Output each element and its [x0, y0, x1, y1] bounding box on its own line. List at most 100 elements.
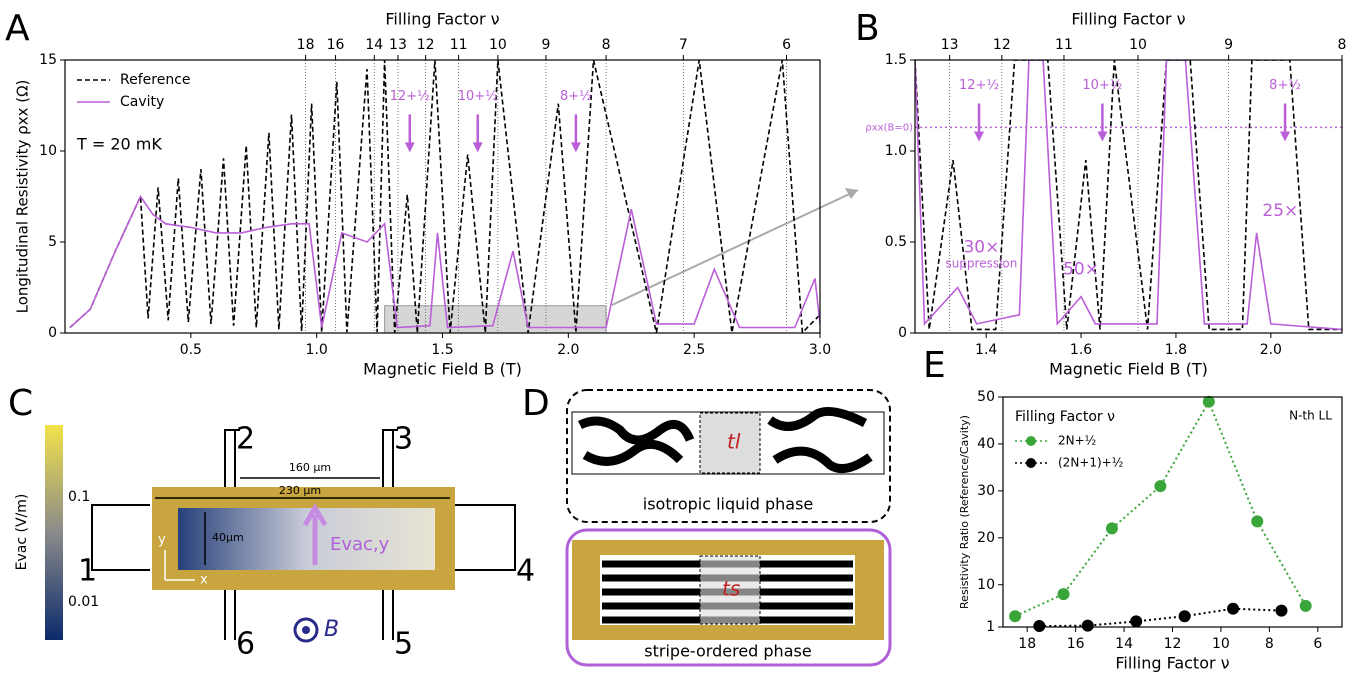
frame: [914, 59, 1343, 334]
x-tick-label: 1.5: [431, 342, 453, 358]
x-tick-label: 12: [1164, 636, 1182, 652]
x-tick-label: 2.5: [683, 342, 705, 358]
x2-tick-label: 10: [489, 37, 507, 53]
y-tick-label: 0: [898, 325, 907, 341]
dimension-lines: [155, 477, 450, 565]
x-tick-label: 1.4: [975, 342, 997, 358]
reference-label: ρxx(B=0): [865, 122, 913, 133]
x2-axis-label: Filling Factor ν: [385, 10, 499, 29]
x-tick-label: 1.6: [1070, 342, 1092, 358]
axis-label: x: [200, 573, 208, 588]
b-symbol: [302, 626, 310, 634]
point: [1154, 480, 1167, 493]
region: [699, 555, 761, 625]
legend-label: Reference: [120, 72, 191, 88]
x2-tick-label: 18: [297, 37, 315, 53]
x-tick-label: 0.5: [180, 342, 202, 358]
x-tick-label: 10: [1212, 636, 1230, 652]
x-tick-label: 8: [1265, 636, 1274, 652]
x-tick-label: 6: [1313, 636, 1322, 652]
x-axis-label: Filling Factor ν: [1115, 654, 1229, 673]
b-label: B: [324, 617, 339, 642]
dimension: 160 µm: [289, 461, 331, 474]
y-tick-label: 40: [977, 436, 995, 452]
x2-tick-label: 11: [450, 37, 468, 53]
x2-tick-label: 8: [602, 37, 611, 53]
x2-tick-label: 12: [993, 37, 1011, 53]
x2-tick-label: 13: [389, 37, 407, 53]
annotation: 10+½: [458, 89, 498, 104]
liquid-box: [566, 389, 891, 523]
y-tick-label: 5: [48, 234, 57, 250]
x-tick-label: 1.8: [1165, 342, 1187, 358]
annotation: 50×: [1063, 259, 1099, 279]
panel-label: D: [522, 383, 550, 424]
x2-tick-label: 14: [365, 37, 383, 53]
legend-label: 2N+½: [1058, 434, 1096, 448]
panel-label: C: [8, 383, 33, 424]
contact-label: 6: [236, 627, 255, 662]
x2-tick-label: 10: [1129, 37, 1147, 53]
y-tick-label: 10: [977, 577, 995, 593]
colorbar-label: Evac (V/m): [14, 494, 30, 571]
dimension: 230 µm: [279, 484, 321, 497]
point: [1178, 610, 1191, 623]
plot-area: [915, 60, 1342, 333]
annotation: 10+½: [1082, 78, 1122, 93]
highlight: [384, 305, 607, 333]
series-line: [1039, 607, 1282, 627]
annotation: 8+½: [1269, 78, 1301, 93]
annotation-arrowhead: [570, 142, 581, 153]
legend-label: (2N+1)+½: [1058, 456, 1123, 470]
point: [1009, 610, 1022, 623]
note: T = 20 mK: [76, 135, 162, 154]
point: [1227, 602, 1240, 615]
series-line: [69, 194, 820, 329]
point: [1275, 604, 1288, 617]
zoom-arrow-head: [845, 188, 858, 199]
x2-tick-label: 16: [327, 37, 345, 53]
annotation: 12+½: [959, 78, 999, 93]
annotation-arrowhead: [472, 142, 483, 153]
colorbar-tick: 0.1: [68, 489, 90, 505]
contact-label: 4: [516, 554, 535, 589]
y-axis-label: Longitudinal Resistivity ρxx (Ω): [14, 80, 32, 314]
series-line: [915, 60, 1342, 331]
panel-label: B: [855, 8, 880, 49]
y-tick-label: 1.5: [885, 52, 907, 68]
contacts: [91, 429, 516, 640]
panel-c: C 0.1 0.01 Evac (V/m) 1 2 3 4 5 6 160 µm…: [8, 383, 535, 662]
x2-tick-label: 13: [941, 37, 959, 53]
annotation: suppression: [945, 256, 1017, 270]
x2-tick-label: 11: [1055, 37, 1073, 53]
point: [1299, 599, 1312, 612]
x-axis-label: Magnetic Field B (T): [363, 360, 522, 379]
annotation: 30×: [963, 237, 999, 257]
point: [1130, 615, 1143, 628]
x-tick-label: 3.0: [809, 342, 831, 358]
x-tick-label: 2.0: [1260, 342, 1282, 358]
legend-label: Cavity: [120, 94, 164, 110]
x-tick-label: 18: [1018, 636, 1036, 652]
x2-tick-label: 9: [1224, 37, 1233, 53]
y-tick-label: 10: [39, 143, 57, 159]
colorbar-tick: 0.01: [68, 594, 99, 610]
panel-label: E: [923, 345, 946, 386]
point: [1202, 395, 1215, 408]
point: [1251, 515, 1264, 528]
y-axis-label: Resistivity Ratio (Reference/Cavity): [958, 415, 971, 609]
panel-d: D tl isotropic liquid phase ts stripe-or…: [522, 383, 892, 667]
axis-label: y: [158, 533, 166, 548]
annotation-arrowhead: [1280, 131, 1291, 142]
caption: stripe-ordered phase: [644, 642, 811, 661]
field-arrow: [302, 503, 328, 565]
y-tick-label: 1.0: [885, 143, 907, 159]
zoom-arrow: [611, 189, 859, 306]
x-tick-label: 14: [1115, 636, 1133, 652]
y-tick-label: 0: [48, 325, 57, 341]
legend-title: Filling Factor ν: [1015, 409, 1115, 425]
y-tick-label: 20: [977, 530, 995, 546]
t-label: ts: [722, 577, 740, 601]
